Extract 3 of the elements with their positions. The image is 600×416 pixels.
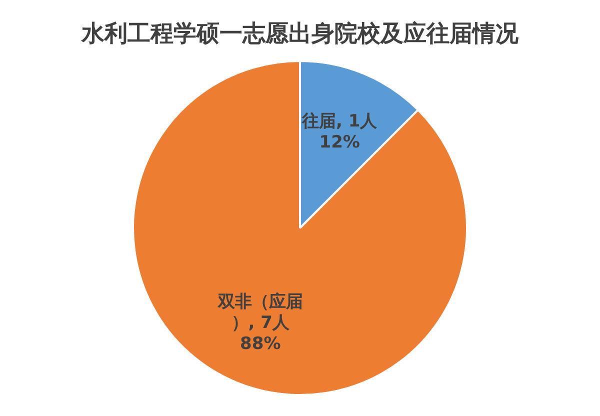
- slice-label: 双非（应届）, 7人 88%: [216, 292, 303, 354]
- slice-label: 往届, 1人 12%: [301, 111, 378, 152]
- chart-title: 水利工程学硕一志愿出身院校及应往届情况: [80, 20, 520, 49]
